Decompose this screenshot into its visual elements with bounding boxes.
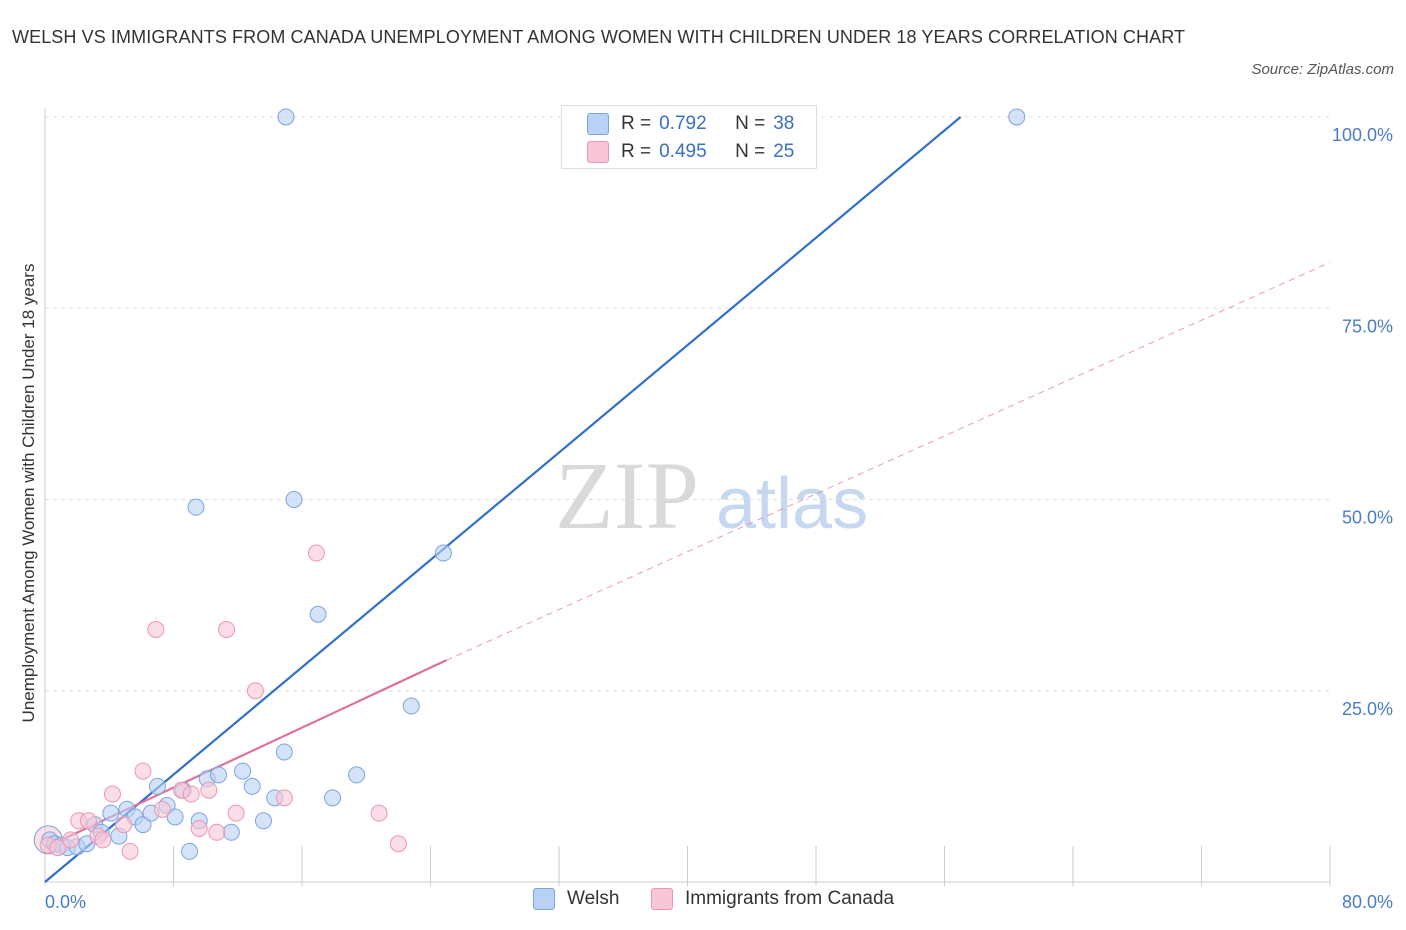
canada-point [134, 762, 152, 780]
welsh-point [1008, 108, 1026, 126]
x-tick-label: 80.0% [1342, 892, 1393, 912]
welsh-point [187, 498, 205, 516]
canada-point [121, 842, 139, 860]
canada-point [200, 781, 218, 799]
legend-label-canada: Immigrants from Canada [685, 888, 895, 909]
watermark: ZIP atlas [555, 442, 868, 549]
tick-labels: 25.0% 50.0% 75.0% 100.0% 0.0% 80.0% [45, 125, 1393, 912]
welsh-point [209, 766, 227, 784]
canada-point [49, 839, 67, 857]
y-tick-label: 100.0% [1332, 125, 1393, 145]
y-axis-label: Unemployment Among Women with Children U… [19, 264, 38, 723]
stats-legend: R = 0.792 N = 38 R = 0.495 N = 25 [561, 105, 817, 169]
canada-point [62, 831, 80, 849]
canada-legend-swatch [651, 888, 673, 910]
canada-point [307, 544, 325, 562]
canada-point [182, 785, 200, 803]
grid [45, 116, 1330, 692]
legend-item-welsh[interactable]: Welsh [533, 888, 619, 910]
r-label: R = [621, 141, 652, 162]
welsh-point [285, 491, 303, 508]
welsh-point [324, 789, 342, 807]
welsh-point [166, 808, 184, 826]
canada-point [218, 621, 236, 639]
canada-point [103, 785, 121, 803]
welsh-point [309, 605, 327, 623]
welsh-point [275, 743, 293, 761]
welsh-point [434, 544, 452, 562]
y-tick-label: 75.0% [1342, 316, 1393, 336]
stats-row-canada: R = 0.495 N = 25 [562, 138, 794, 166]
canada-point [208, 823, 226, 841]
canada-point [389, 835, 407, 853]
canada-point [147, 621, 165, 639]
welsh-point [222, 823, 240, 841]
canada-n-value: 25 [773, 141, 795, 162]
source-note: Source: ZipAtlas.com [1251, 61, 1394, 78]
y-tick-label: 50.0% [1342, 508, 1393, 528]
watermark-atlas: atlas [716, 464, 868, 544]
welsh-point [254, 812, 272, 830]
legend-label-welsh: Welsh [567, 888, 620, 909]
welsh-n-value: 38 [773, 113, 795, 134]
welsh-trend-line [44, 116, 962, 883]
watermark-zip: ZIP [555, 442, 699, 549]
canada-point [227, 804, 245, 822]
chart-title: WELSH VS IMMIGRANTS FROM CANADA UNEMPLOY… [12, 27, 1186, 47]
welsh-point [181, 842, 199, 860]
stats-row-welsh: R = 0.792 N = 38 [562, 110, 794, 138]
series-legend: Welsh Immigrants from Canada [0, 888, 1406, 916]
welsh-point [277, 108, 295, 126]
r-label: R = [621, 113, 652, 134]
canada-point [115, 816, 133, 834]
welsh-point [402, 697, 420, 715]
x-tick-label: 0.0% [45, 892, 86, 912]
data-points [33, 108, 1026, 860]
canada-point [79, 812, 97, 830]
welsh-point [243, 777, 261, 795]
canada-point [370, 804, 388, 822]
welsh-point [102, 804, 120, 822]
welsh-point [148, 777, 166, 795]
n-label: N = [735, 113, 766, 134]
welsh-point [234, 762, 252, 780]
canada-trend-extension [446, 261, 1331, 661]
welsh-point [348, 766, 366, 784]
legend-item-canada[interactable]: Immigrants from Canada [651, 888, 894, 910]
canada-r-value: 0.495 [659, 141, 707, 162]
canada-swatch [587, 141, 609, 163]
welsh-swatch [587, 113, 609, 135]
n-label: N = [735, 141, 766, 162]
welsh-r-value: 0.792 [659, 113, 707, 134]
canada-point [153, 800, 171, 818]
canada-point [190, 819, 208, 837]
canada-point [275, 789, 293, 807]
welsh-legend-swatch [533, 888, 555, 910]
canada-point [246, 682, 264, 700]
y-tick-label: 25.0% [1342, 699, 1393, 719]
canada-point [94, 831, 112, 849]
axes [44, 108, 1331, 886]
